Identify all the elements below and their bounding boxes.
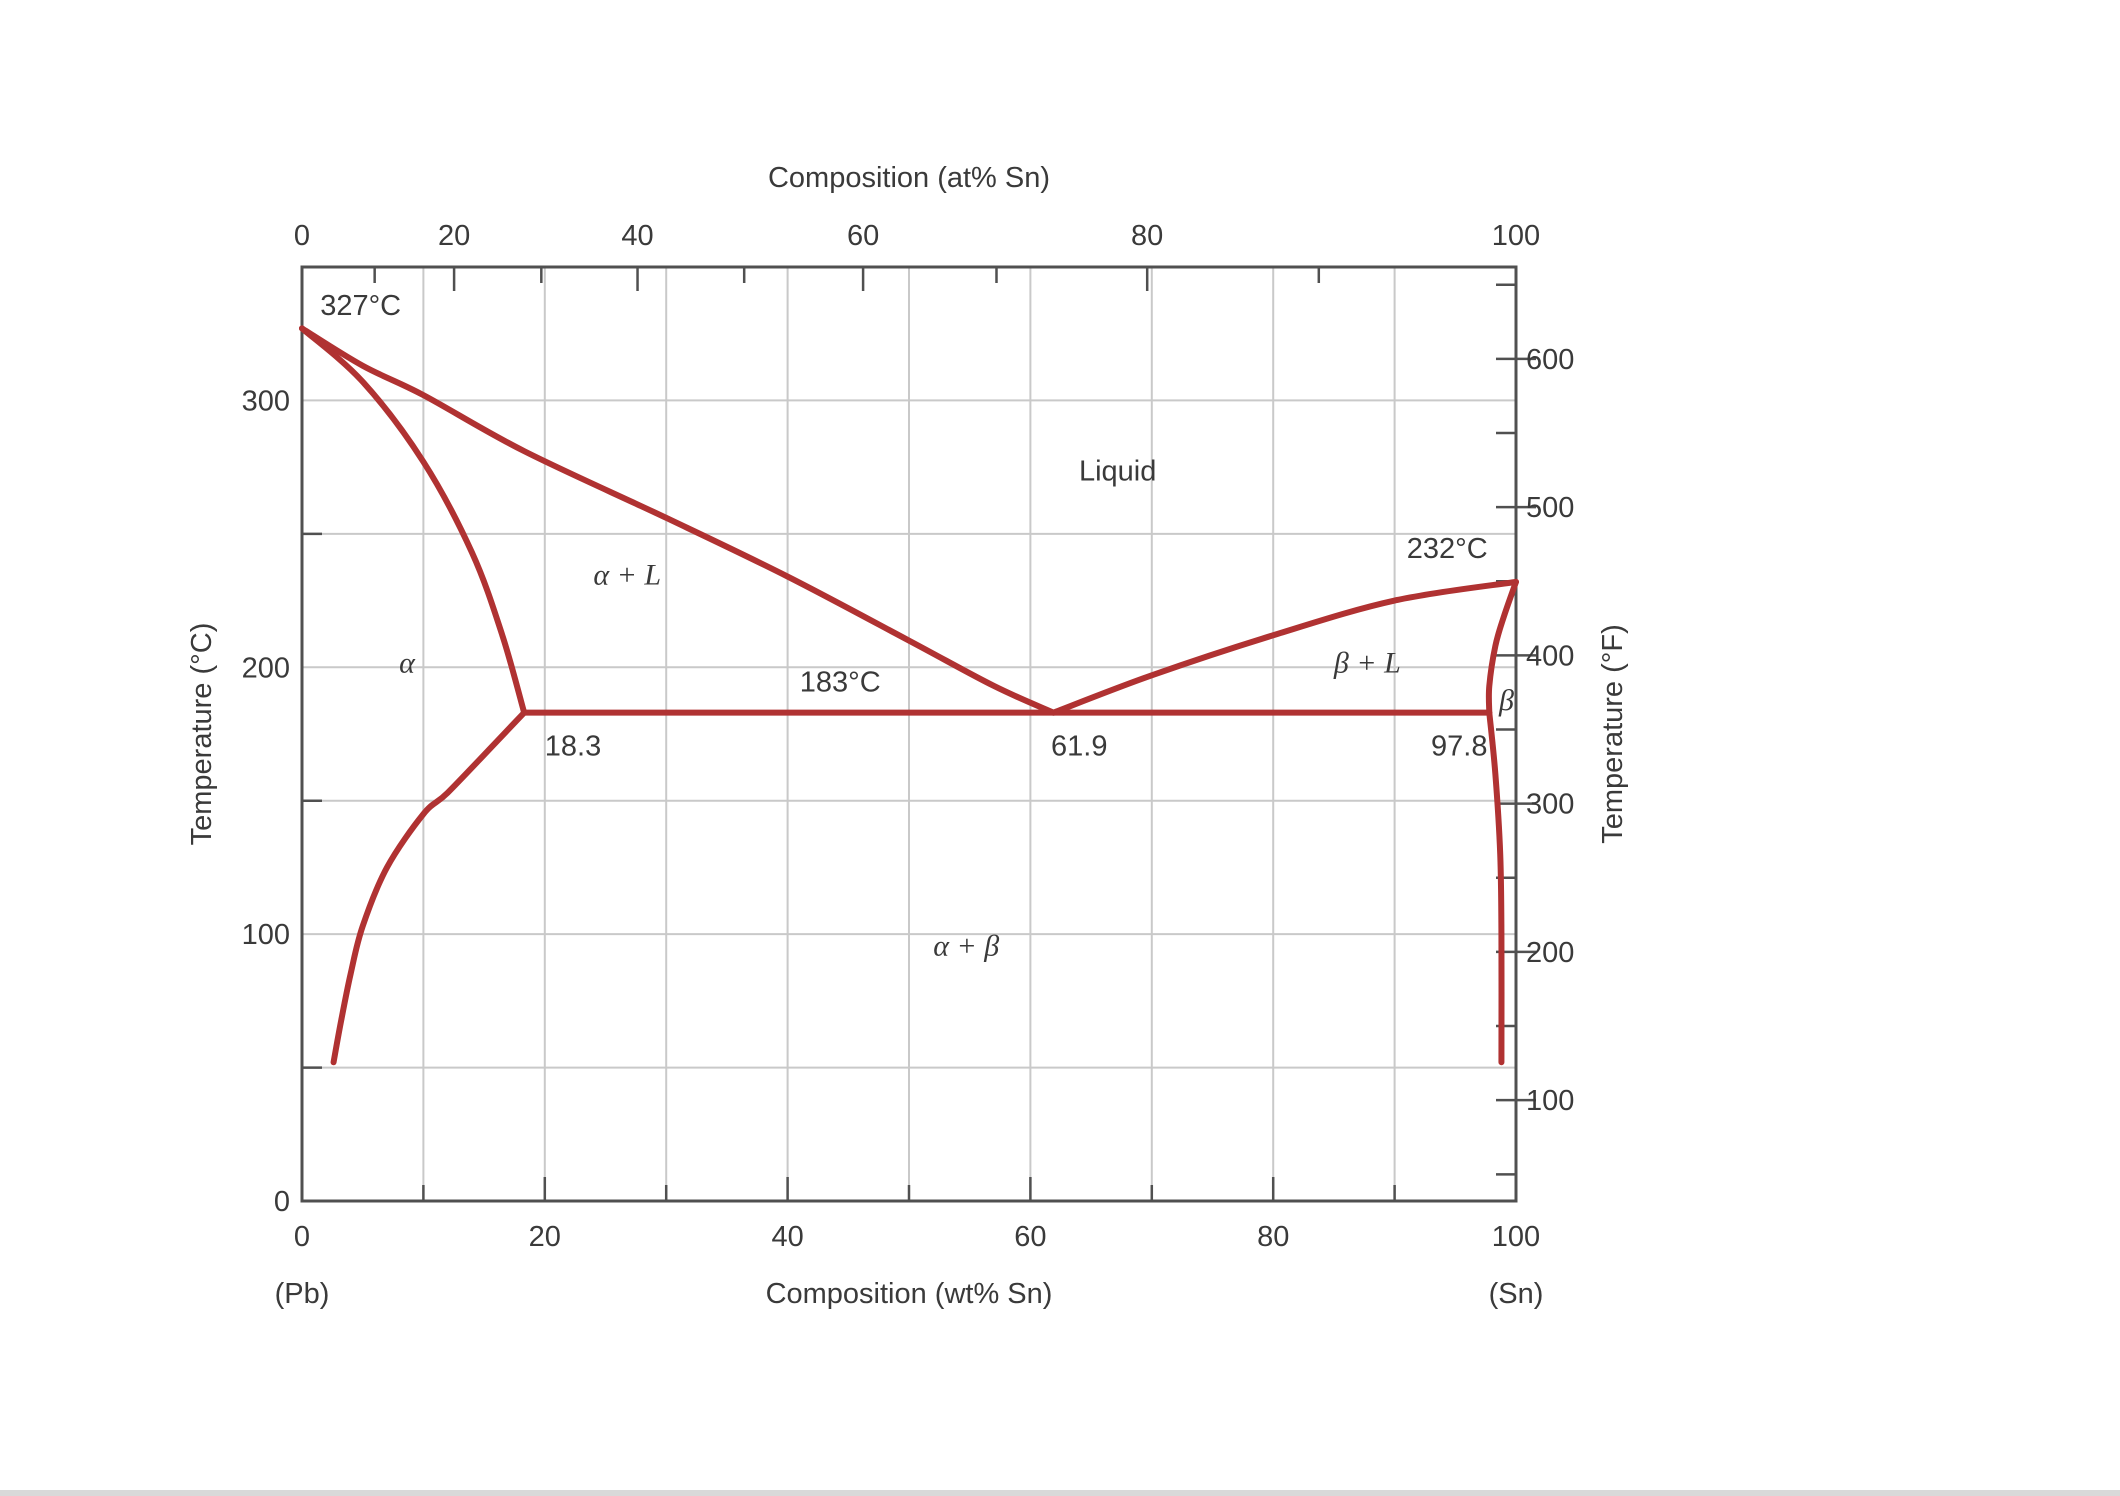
axis-ticks (300, 265, 1536, 1201)
annotation-61-9: 61.9 (1051, 730, 1107, 762)
y-tick-label: 300 (242, 385, 290, 417)
x2-axis-title: Composition (at% Sn) (768, 162, 1050, 194)
annotation-liquid: Liquid (1079, 455, 1156, 487)
annotation-97-8: 97.8 (1431, 730, 1487, 762)
annotation-183-c: 183°C (800, 666, 881, 698)
phase-boundary-liquidus-alpha (299, 325, 1057, 716)
y-tick-label: 100 (242, 919, 290, 951)
bottom-divider (0, 1490, 2120, 1496)
annotation-: α + β (933, 929, 999, 962)
annotation-: β (1498, 684, 1514, 717)
annotation-: α (399, 647, 416, 680)
y-tick-label: 0 (274, 1186, 290, 1218)
y2-tick-label: 300 (1526, 789, 1574, 821)
y2-tick-label: 500 (1526, 492, 1574, 524)
x-end-label-sn: (Sn) (1489, 1278, 1544, 1310)
y-axis-title: Temperature (°C) (186, 623, 218, 846)
x2-tick-label: 0 (294, 220, 310, 252)
annotation-l: α + L (593, 559, 661, 592)
x2-tick-label: 100 (1492, 220, 1540, 252)
phase-boundary-solidus-alpha (299, 325, 528, 716)
annotation-l: β + L (1333, 647, 1401, 680)
phase-boundary-solidus-beta (1485, 578, 1519, 716)
x2-tick-label: 80 (1131, 220, 1163, 252)
phase-boundary-solvus-alpha (330, 709, 528, 1066)
phase-boundary-solvus-beta (1486, 709, 1505, 1066)
annotation-232-c: 232°C (1407, 533, 1488, 565)
x-tick-label: 60 (1014, 1221, 1046, 1253)
grid (302, 267, 1516, 1201)
x-tick-label: 80 (1257, 1221, 1289, 1253)
x-axis-title: Composition (wt% Sn) (766, 1278, 1053, 1310)
y-tick-label: 200 (242, 652, 290, 684)
y2-tick-label: 100 (1526, 1085, 1574, 1117)
annotation-327-c: 327°C (320, 290, 401, 322)
axis-labels: 0 20 40 60 80 100 0 20 40 60 80 100 0 100 200 300 100 200… (186, 162, 1629, 1310)
annotation-18-3: 18.3 (545, 730, 601, 762)
x-tick-label: 20 (529, 1221, 561, 1253)
x-tick-label: 0 (294, 1221, 310, 1253)
y2-tick-label: 200 (1526, 937, 1574, 969)
x-tick-label: 40 (771, 1221, 803, 1253)
x-end-label-pb: (Pb) (275, 1278, 330, 1310)
x2-tick-label: 20 (438, 220, 470, 252)
x2-tick-label: 60 (847, 220, 879, 252)
x-tick-label: 100 (1492, 1221, 1540, 1253)
x2-tick-label: 40 (621, 220, 653, 252)
phase-boundary-liquidus-beta (1050, 578, 1519, 716)
phase-boundaries (299, 325, 1519, 1066)
y2-tick-label: 400 (1526, 640, 1574, 672)
y2-axis-title: Temperature (°F) (1597, 624, 1629, 843)
annotations: 327°C 232°C 183°C 18.3 61.9 97.8 Liquid α + L α β… (320, 290, 1514, 962)
y2-tick-label: 600 (1526, 344, 1574, 376)
